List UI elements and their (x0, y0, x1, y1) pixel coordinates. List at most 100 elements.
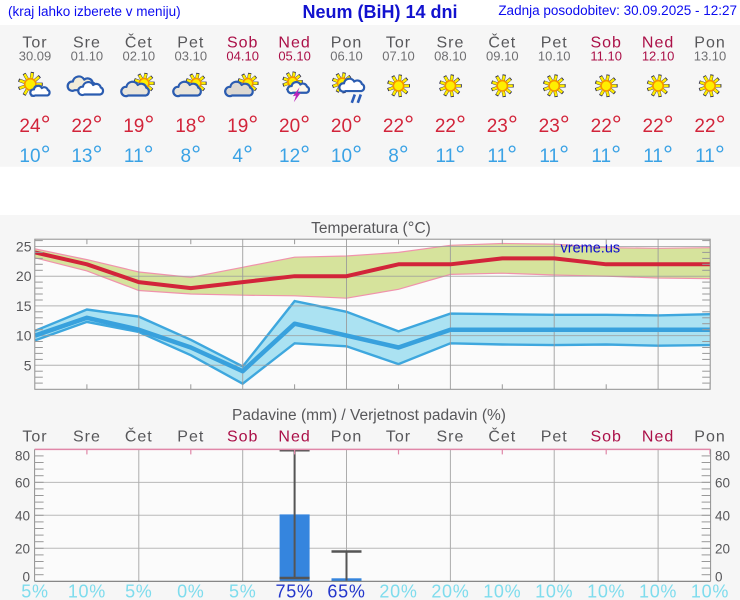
svg-text:22°: 22° (591, 111, 622, 139)
svg-text:07.10: 07.10 (382, 49, 415, 64)
svg-text:Čet: Čet (125, 427, 153, 446)
svg-text:Sob: Sob (590, 35, 621, 52)
svg-text:10%: 10% (68, 582, 106, 600)
svg-text:Ned: Ned (278, 429, 310, 446)
svg-text:Pet: Pet (541, 35, 568, 52)
svg-text:8°: 8° (181, 141, 202, 169)
svg-text:Pon: Pon (331, 429, 362, 446)
svg-text:Pon: Pon (331, 35, 362, 52)
svg-text:60: 60 (15, 476, 30, 491)
svg-text:13°: 13° (71, 141, 102, 169)
svg-text:30.09: 30.09 (19, 49, 52, 64)
svg-text:20°: 20° (331, 111, 362, 139)
svg-text:09.10: 09.10 (486, 49, 519, 64)
svg-text:Sob: Sob (227, 35, 258, 52)
svg-text:22°: 22° (643, 111, 674, 139)
svg-text:Sre: Sre (436, 35, 464, 52)
svg-text:03.10: 03.10 (175, 49, 208, 64)
svg-text:22°: 22° (383, 111, 414, 139)
svg-text:11°: 11° (643, 141, 673, 169)
svg-text:Padavine (mm) / Verjetnost pad: Padavine (mm) / Verjetnost padavin (%) (232, 407, 506, 424)
svg-text:0%: 0% (177, 582, 204, 600)
svg-text:20: 20 (16, 268, 32, 284)
svg-text:Tor: Tor (22, 35, 47, 52)
svg-text:20%: 20% (431, 582, 469, 600)
svg-text:Čet: Čet (488, 427, 516, 446)
svg-text:Pet: Pet (177, 35, 204, 52)
svg-text:11°: 11° (124, 141, 154, 169)
svg-text:11°: 11° (591, 141, 621, 169)
svg-text:5%: 5% (125, 582, 152, 600)
svg-text:06.10: 06.10 (330, 49, 363, 64)
svg-text:Ned: Ned (642, 429, 674, 446)
svg-text:5%: 5% (229, 582, 256, 600)
svg-text:18°: 18° (175, 111, 206, 139)
svg-text:Pet: Pet (177, 429, 204, 446)
svg-text:08.10: 08.10 (434, 49, 467, 64)
svg-text:01.10: 01.10 (71, 49, 104, 64)
svg-text:10°: 10° (19, 141, 50, 169)
svg-text:Zadnja posodobitev: 30.09.2025: Zadnja posodobitev: 30.09.2025 - 12:27 (498, 3, 737, 18)
svg-text:10%: 10% (691, 582, 729, 600)
svg-text:19°: 19° (123, 111, 154, 139)
svg-text:40: 40 (715, 509, 730, 524)
svg-text:Pon: Pon (694, 429, 725, 446)
svg-text:Neum (BiH) 14 dni: Neum (BiH) 14 dni (302, 2, 457, 22)
svg-text:60: 60 (715, 476, 730, 491)
svg-text:19°: 19° (227, 111, 258, 139)
svg-text:22°: 22° (435, 111, 466, 139)
svg-text:15: 15 (16, 298, 32, 314)
svg-text:8°: 8° (388, 141, 409, 169)
svg-text:Sob: Sob (590, 429, 621, 446)
svg-text:10.10: 10.10 (538, 49, 571, 64)
svg-text:Sob: Sob (227, 429, 258, 446)
svg-text:65%: 65% (327, 582, 365, 600)
svg-text:12°: 12° (279, 141, 310, 169)
svg-text:5%: 5% (21, 582, 48, 600)
svg-text:10%: 10% (639, 582, 677, 600)
svg-text:20: 20 (715, 542, 730, 557)
svg-text:vreme.us: vreme.us (561, 241, 621, 257)
svg-text:Temperatura (°C): Temperatura (°C) (311, 218, 431, 237)
svg-text:4°: 4° (232, 141, 253, 169)
svg-text:23°: 23° (539, 111, 570, 139)
svg-text:0: 0 (22, 570, 30, 585)
svg-text:Ned: Ned (278, 35, 310, 52)
svg-text:23°: 23° (487, 111, 518, 139)
svg-text:11°: 11° (487, 141, 517, 169)
svg-text:0: 0 (715, 570, 723, 585)
svg-text:10°: 10° (331, 141, 362, 169)
svg-text:Tor: Tor (386, 429, 411, 446)
svg-text:75%: 75% (276, 582, 314, 600)
svg-text:11°: 11° (695, 141, 725, 169)
svg-text:02.10: 02.10 (123, 49, 156, 64)
svg-text:Čet: Čet (125, 33, 153, 52)
svg-text:Sre: Sre (73, 429, 101, 446)
svg-text:Ned: Ned (642, 35, 674, 52)
svg-text:10%: 10% (535, 582, 573, 600)
svg-text:Sre: Sre (436, 429, 464, 446)
svg-text:11.10: 11.10 (590, 49, 622, 64)
svg-text:12.10: 12.10 (642, 49, 675, 64)
svg-text:22°: 22° (71, 111, 102, 139)
svg-text:04.10: 04.10 (226, 49, 259, 64)
svg-text:80: 80 (715, 449, 730, 464)
svg-text:22°: 22° (694, 111, 725, 139)
svg-text:24°: 24° (19, 111, 50, 139)
svg-text:Tor: Tor (22, 429, 47, 446)
svg-text:20°: 20° (279, 111, 310, 139)
svg-text:(kraj lahko izberete v meniju): (kraj lahko izberete v meniju) (8, 4, 181, 19)
svg-text:5: 5 (24, 357, 32, 373)
svg-text:40: 40 (15, 509, 30, 524)
svg-text:Sre: Sre (73, 35, 101, 52)
svg-text:80: 80 (15, 449, 30, 464)
svg-text:11°: 11° (436, 141, 466, 169)
svg-text:20: 20 (15, 542, 30, 557)
svg-text:Pet: Pet (541, 429, 568, 446)
svg-text:13.10: 13.10 (694, 49, 727, 64)
svg-text:10: 10 (16, 328, 32, 344)
svg-text:Tor: Tor (386, 35, 411, 52)
svg-text:10%: 10% (587, 582, 625, 600)
svg-text:Čet: Čet (488, 33, 516, 52)
svg-text:Pon: Pon (694, 35, 725, 52)
